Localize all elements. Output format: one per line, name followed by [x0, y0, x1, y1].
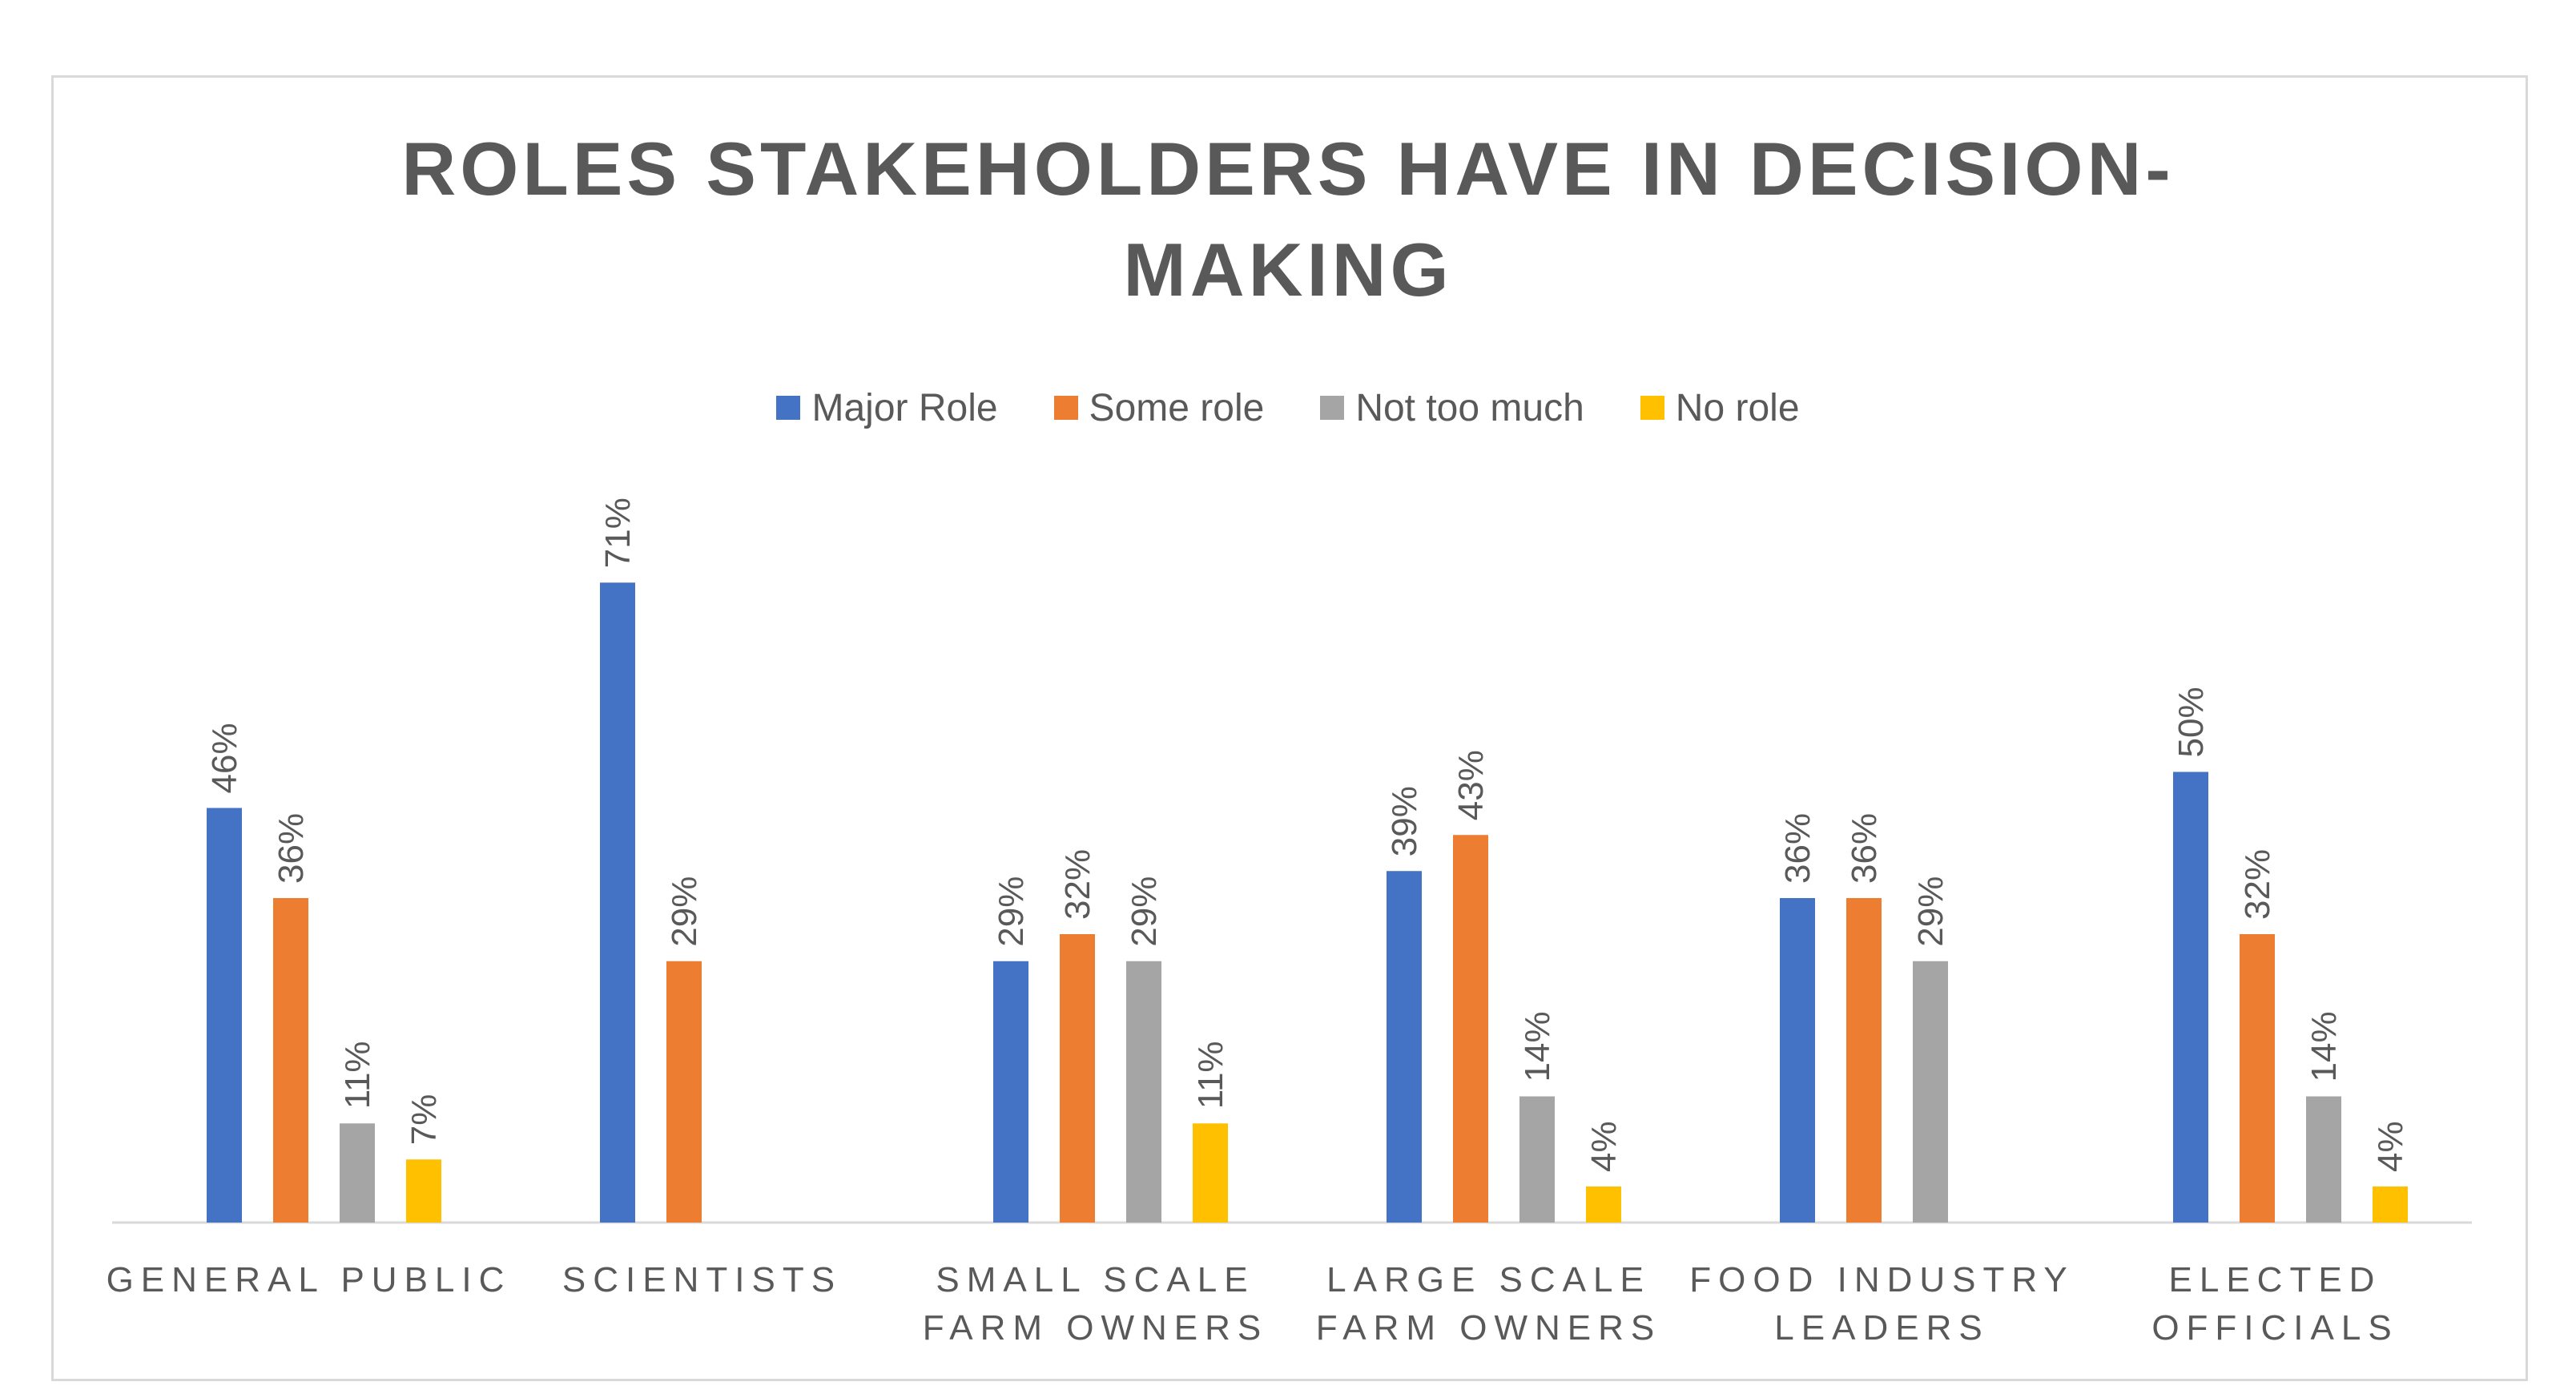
bar-major-role-scientists: [600, 582, 635, 1223]
bar-major-role-large-scale-farm-owners: [1387, 871, 1422, 1223]
bar-some-role-elected-officials: [2240, 934, 2275, 1223]
bar-some-role-general-public: [273, 898, 308, 1223]
category-label-large-scale-farm-owners: LARGE SCALE FARM OWNERS: [1316, 1260, 1661, 1348]
bar-no-role-large-scale-farm-owners: [1586, 1186, 1621, 1223]
legend-item-not-too-much: Not too much: [1320, 380, 1584, 436]
bar-no-role-small-scale-farm-owners: [1193, 1123, 1228, 1223]
bar-not-too-much-elected-officials: [2306, 1096, 2341, 1223]
legend-swatch-no-role: [1640, 396, 1664, 420]
data-label-not-too-much-food-industry-leaders: 29%: [1911, 876, 1950, 947]
chart-title-line-2: MAKING: [1123, 228, 1453, 312]
data-label-some-role-small-scale-farm-owners: 32%: [1058, 849, 1097, 920]
data-label-no-role-large-scale-farm-owners: 4%: [1584, 1121, 1624, 1172]
data-label-major-role-scientists: 71%: [598, 498, 638, 568]
data-label-some-role-food-industry-leaders: 36%: [1845, 813, 1884, 884]
bar-major-role-food-industry-leaders: [1780, 898, 1815, 1223]
bar-not-too-much-small-scale-farm-owners: [1126, 961, 1161, 1223]
data-label-no-role-small-scale-farm-owners: 11%: [1191, 1041, 1230, 1109]
legend-label-major-role: Major Role: [811, 386, 998, 429]
legend-swatch-major-role: [776, 396, 801, 420]
bar-no-role-elected-officials: [2373, 1186, 2408, 1223]
data-label-major-role-food-industry-leaders: 36%: [1778, 813, 1817, 884]
data-label-some-role-scientists: 29%: [665, 876, 704, 947]
chart-title-line-1: ROLES STAKEHOLDERS HAVE IN DECISION-: [401, 127, 2175, 211]
bar-some-role-large-scale-farm-owners: [1453, 835, 1488, 1223]
data-label-not-too-much-general-public: 11%: [338, 1041, 377, 1109]
data-label-not-too-much-elected-officials: 14%: [2304, 1011, 2344, 1082]
data-label-not-too-much-large-scale-farm-owners: 14%: [1518, 1011, 1557, 1082]
data-label-some-role-elected-officials: 32%: [2238, 849, 2277, 920]
bar-major-role-general-public: [207, 808, 242, 1223]
legend-label-some-role: Some role: [1089, 386, 1265, 429]
legend-swatch-some-role: [1053, 396, 1078, 420]
category-label-scientists: SCIENTISTS: [562, 1260, 842, 1299]
chart-legend: Major Role Some role Not too much No rol…: [0, 380, 2576, 436]
category-label-general-public: GENERAL PUBLIC: [107, 1260, 512, 1299]
bar-no-role-general-public: [406, 1159, 441, 1223]
legend-label-no-role: No role: [1675, 386, 1800, 429]
bar-major-role-small-scale-farm-owners: [993, 961, 1028, 1223]
bar-some-role-food-industry-leaders: [1846, 898, 1882, 1223]
legend-item-some-role: Some role: [1053, 380, 1265, 436]
category-label-small-scale-farm-owners: SMALL SCALE FARM OWNERS: [923, 1260, 1268, 1348]
data-label-no-role-elected-officials: 4%: [2371, 1121, 2410, 1172]
bar-not-too-much-food-industry-leaders: [1913, 961, 1948, 1223]
category-label-elected-officials: ELECTED OFFICIALS: [2151, 1260, 2398, 1348]
bar-some-role-scientists: [666, 961, 702, 1223]
data-label-major-role-small-scale-farm-owners: 29%: [992, 876, 1031, 947]
legend-label-not-too-much: Not too much: [1355, 386, 1584, 429]
legend-item-no-role: No role: [1640, 380, 1800, 436]
bar-some-role-small-scale-farm-owners: [1060, 934, 1095, 1223]
legend-swatch-not-too-much: [1320, 396, 1345, 420]
data-label-some-role-general-public: 36%: [272, 813, 311, 884]
data-label-major-role-elected-officials: 50%: [2171, 687, 2211, 757]
chart-frame: [51, 75, 2528, 1381]
category-label-food-industry-leaders: FOOD INDUSTRY LEADERS: [1689, 1260, 2074, 1348]
bar-not-too-much-large-scale-farm-owners: [1519, 1096, 1555, 1223]
bar-major-role-elected-officials: [2173, 772, 2208, 1223]
chart-title: ROLES STAKEHOLDERS HAVE IN DECISION- MAK…: [0, 119, 2576, 320]
legend-item-major-role: Major Role: [776, 380, 998, 436]
data-label-not-too-much-small-scale-farm-owners: 29%: [1125, 876, 1164, 947]
bar-not-too-much-general-public: [340, 1123, 375, 1223]
data-label-major-role-general-public: 46%: [205, 723, 244, 793]
data-label-major-role-large-scale-farm-owners: 39%: [1385, 786, 1424, 856]
data-label-some-role-large-scale-farm-owners: 43%: [1451, 750, 1491, 820]
data-label-no-role-general-public: 7%: [405, 1094, 444, 1146]
